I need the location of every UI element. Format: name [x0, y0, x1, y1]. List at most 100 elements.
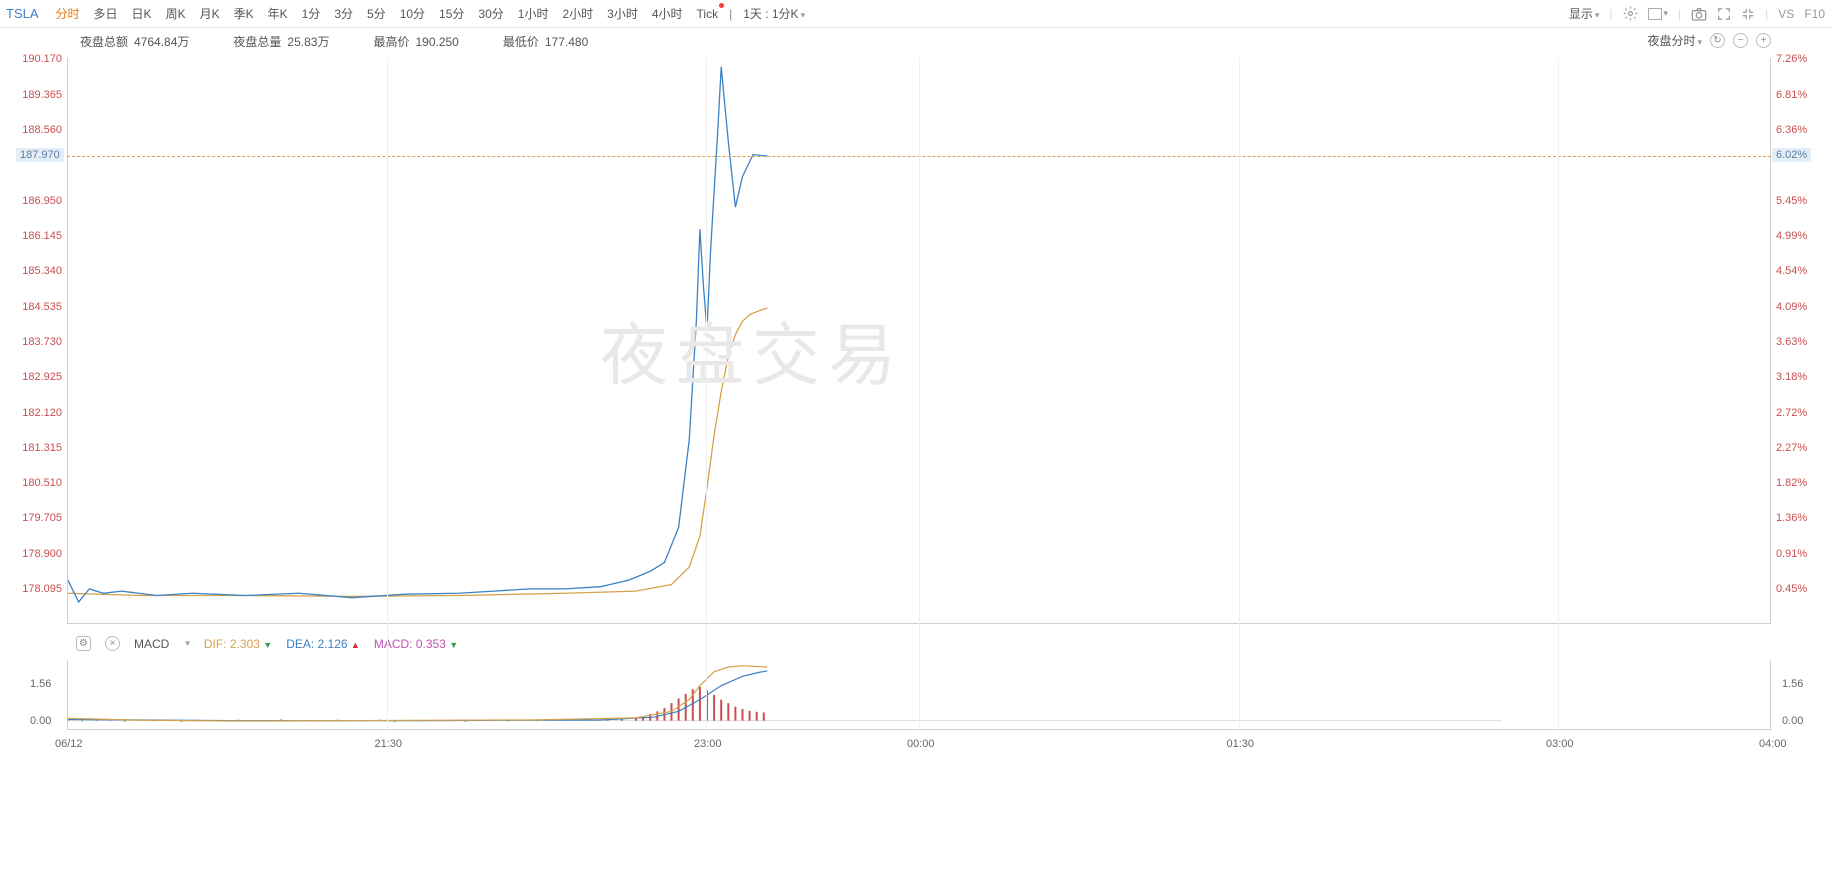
close-icon[interactable]: × [105, 636, 120, 651]
grid-line [387, 58, 388, 730]
y-tick-left: 185.340 [18, 265, 62, 277]
mode-selector[interactable]: 夜盘分时▾ [1647, 32, 1702, 49]
tf-Tick[interactable]: Tick [697, 7, 719, 21]
arrow-down-icon: ▼ [263, 640, 272, 650]
macd-chart-svg [68, 660, 1502, 730]
toolbar: TSLA 分时多日日K 周K 月K 季K 年K 1分 3分 5分 10分 15分 30分 1小时 2小时… [0, 0, 1831, 28]
vs-button[interactable]: VS [1778, 7, 1794, 21]
tf-1分[interactable]: 1分 [302, 7, 321, 21]
settings-icon[interactable]: ⚙ [76, 636, 91, 651]
dif-indicator: DIF: 2.303 ▼ [204, 637, 272, 651]
minus-icon[interactable]: − [1733, 33, 1748, 48]
grid-line [1558, 58, 1559, 730]
divider: | [1678, 7, 1681, 21]
y-tick-right: 2.27% [1776, 442, 1807, 454]
tf-4小时[interactable]: 4小时 [652, 7, 683, 21]
y-tick-right: 1.36% [1776, 512, 1807, 524]
y-tick-right: 6.36% [1776, 124, 1807, 136]
tf-季K[interactable]: 季K [234, 7, 254, 21]
tf-1小时[interactable]: 1小时 [518, 7, 549, 21]
y-tick-right: 7.26% [1776, 53, 1807, 65]
price-chart-svg [68, 58, 1502, 624]
y-tick-left: 188.560 [18, 124, 62, 136]
macd-title[interactable]: MACD [134, 637, 169, 651]
stats-right: 夜盘分时▾ ↻ − + [1647, 32, 1771, 49]
plus-icon[interactable]: + [1756, 33, 1771, 48]
dea-indicator: DEA: 2.126 ▲ [286, 637, 360, 651]
y-tick-left: 186.950 [18, 195, 62, 207]
collapse-icon[interactable] [1741, 7, 1755, 21]
y-tick-right: 1.82% [1776, 477, 1807, 489]
y-tick-left: 178.900 [18, 548, 62, 560]
price-chart-area[interactable] [67, 58, 1501, 624]
y-tick-left: 190.170 [18, 53, 62, 65]
x-tick: 21:30 [375, 738, 403, 750]
y-tick-right: 4.99% [1776, 230, 1807, 242]
y-tick-left: 184.535 [18, 301, 62, 313]
y-tick-right: 5.45% [1776, 195, 1807, 207]
y-tick-right: 4.09% [1776, 301, 1807, 313]
tf-separator: | [729, 7, 732, 21]
divider: | [1609, 7, 1612, 21]
tf-3分[interactable]: 3分 [334, 7, 353, 21]
y-tick-right: 0.45% [1776, 583, 1807, 595]
window-icon[interactable]: ▾ [1648, 8, 1669, 20]
tf-年K[interactable]: 年K [268, 7, 288, 21]
x-tick: 01:30 [1227, 738, 1255, 750]
sub-right-axis [1501, 660, 1771, 730]
x-tick: 04:00 [1759, 738, 1787, 750]
y-tick-left: 182.120 [18, 407, 62, 419]
y-tick-left: 178.095 [18, 583, 62, 595]
tf-日K[interactable]: 日K [132, 7, 152, 21]
macd-y-right: 0.00 [1782, 715, 1803, 727]
y-tick-left: 180.510 [18, 477, 62, 489]
tf-多日[interactable]: 多日 [94, 7, 118, 21]
stat-high: 最高价190.250 [373, 33, 458, 50]
chevron-down-icon[interactable]: ▾ [185, 638, 190, 649]
stat-vol-qty: 夜盘总量25.83万 [233, 33, 329, 50]
tf-2小时[interactable]: 2小时 [562, 7, 593, 21]
arrow-up-icon: ▲ [351, 640, 360, 650]
x-tick: 23:00 [694, 738, 722, 750]
y-tick-left: 179.705 [18, 512, 62, 524]
ticker-symbol[interactable]: TSLA [6, 6, 39, 21]
tf-15分[interactable]: 15分 [439, 7, 464, 21]
grid-line [919, 58, 920, 730]
y-tick-right: 3.63% [1776, 336, 1807, 348]
x-tick: 00:00 [907, 738, 935, 750]
tf-月K[interactable]: 月K [200, 7, 220, 21]
grid-line [706, 58, 707, 730]
y-tick-left: 183.730 [18, 336, 62, 348]
stat-vol-amount: 夜盘总额4764.84万 [80, 33, 189, 50]
tf-30分[interactable]: 30分 [478, 7, 503, 21]
y-tick-left: 189.365 [18, 89, 62, 101]
macd-y-right: 1.56 [1782, 678, 1803, 690]
y-tick-left: 182.925 [18, 371, 62, 383]
y-tick-left: 181.315 [18, 442, 62, 454]
gear-icon[interactable] [1623, 6, 1638, 21]
macd-y-left: 0.00 [30, 715, 51, 727]
tf-10分[interactable]: 10分 [400, 7, 425, 21]
y-tick-right: 6.02% [1772, 148, 1811, 162]
y-tick-right: 6.81% [1776, 89, 1807, 101]
tf-extra[interactable]: 1天 : 1分K▾ [743, 5, 805, 22]
macd-y-left: 1.56 [30, 678, 51, 690]
macd-chart-area[interactable] [67, 660, 1501, 730]
divider: | [1765, 7, 1768, 21]
stats-row: 夜盘总额4764.84万 夜盘总量25.83万 最高价190.250 最低价17… [0, 28, 1831, 54]
y-tick-right: 2.72% [1776, 407, 1807, 419]
y-tick-left: 187.970 [16, 148, 64, 162]
tf-周K[interactable]: 周K [166, 7, 186, 21]
camera-icon[interactable] [1691, 7, 1707, 21]
refresh-icon[interactable]: ↻ [1710, 33, 1725, 48]
expand-icon[interactable] [1717, 7, 1731, 21]
tf-分时[interactable]: 分时 [56, 7, 80, 21]
tf-5分[interactable]: 5分 [367, 7, 386, 21]
tf-3小时[interactable]: 3小时 [607, 7, 638, 21]
toolbar-right: 显示▾ | ▾ | | VS F10 [1569, 5, 1825, 22]
display-toggle[interactable]: 显示▾ [1569, 5, 1600, 22]
right-axis-area [1501, 58, 1771, 624]
f10-button[interactable]: F10 [1804, 7, 1825, 21]
grid-line [1239, 58, 1240, 730]
macd-row: ⚙ × MACD ▾ DIF: 2.303 ▼ DEA: 2.126 ▲ MAC… [76, 636, 458, 651]
